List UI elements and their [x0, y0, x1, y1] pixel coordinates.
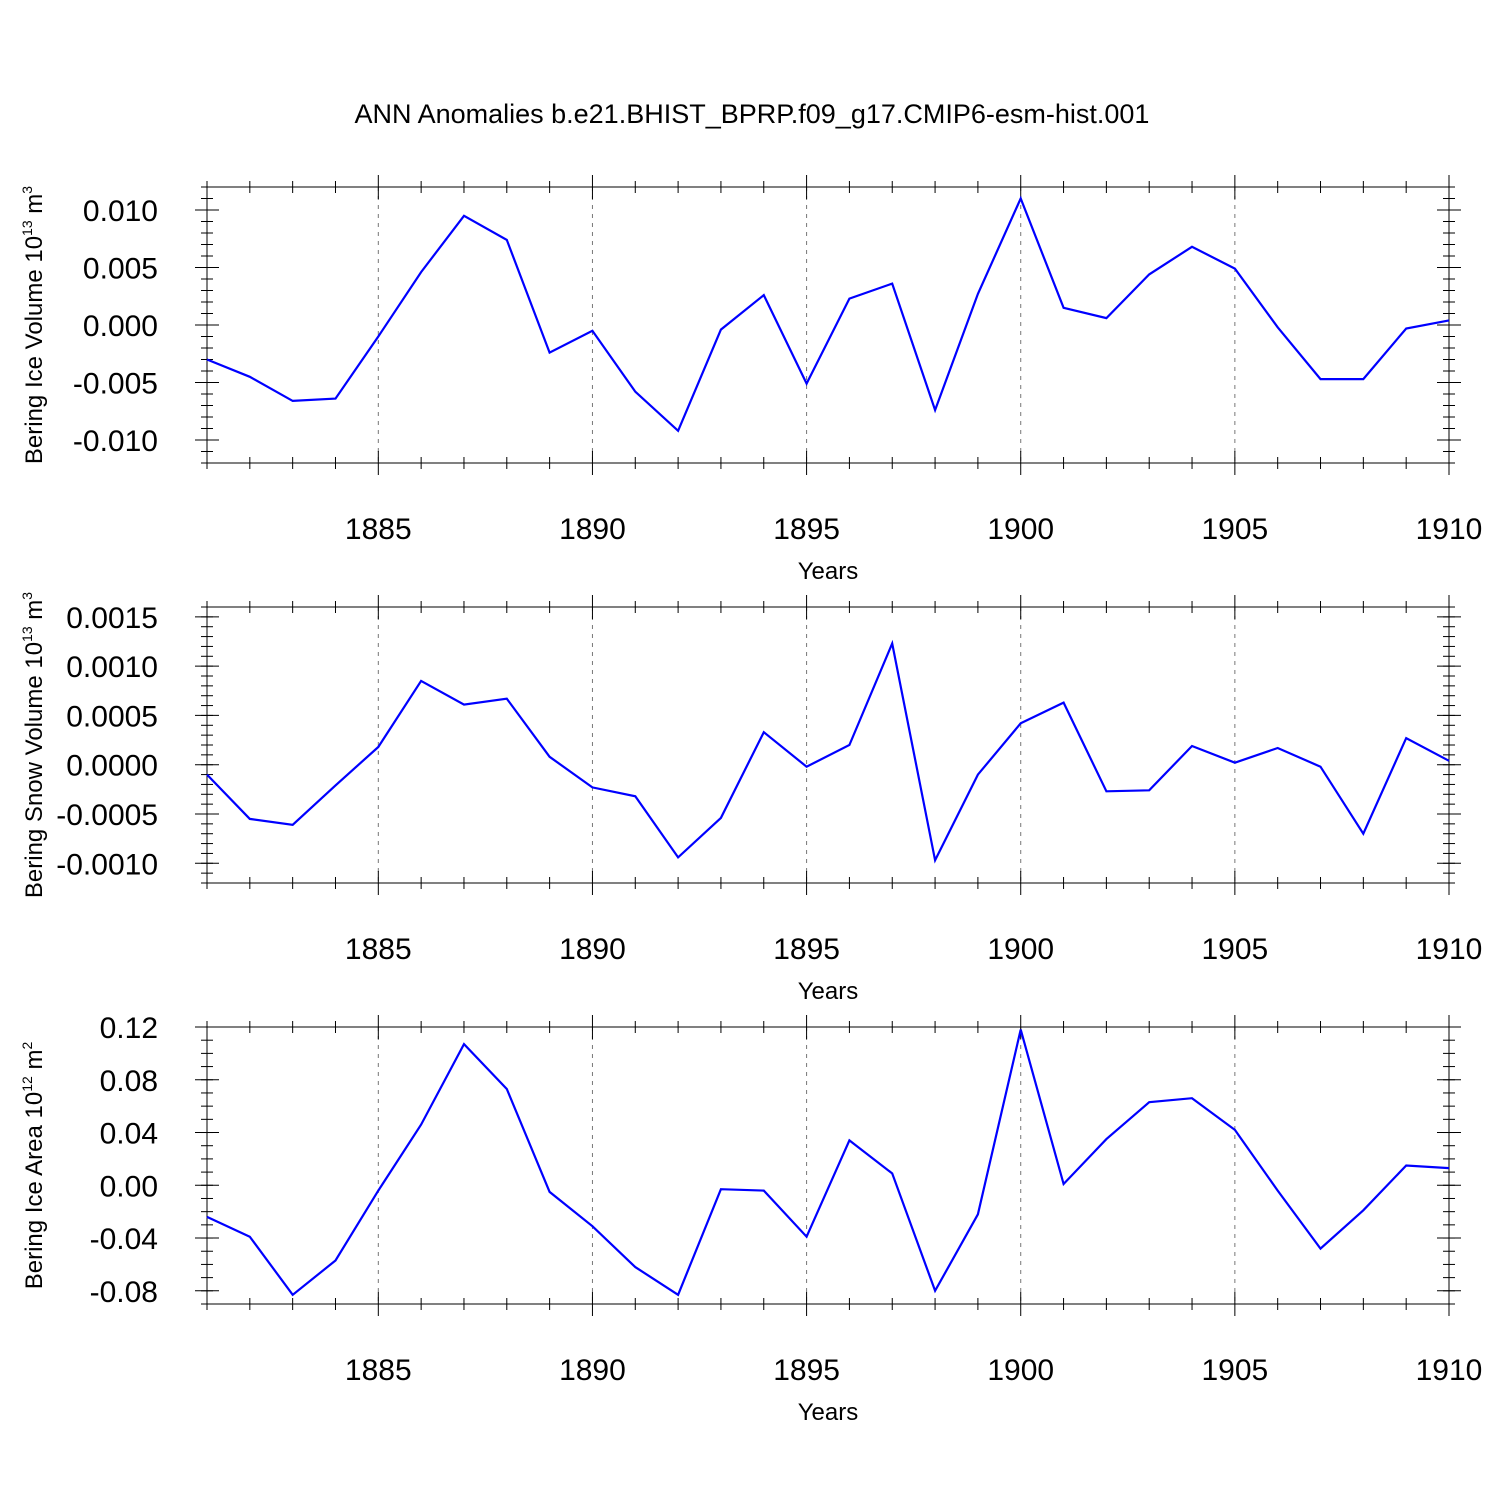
y-axis-title-exponent: 13	[19, 626, 35, 642]
y-tick-label: 0.04	[100, 1118, 158, 1151]
x-axis-title: Years	[798, 558, 859, 585]
x-tick-label: 1910	[1416, 933, 1483, 966]
y-tick-label: 0.005	[83, 253, 158, 286]
panel-2: -0.0010 -0.0005 0.0000 0.0005 0.0010 0.0015 18…	[19, 592, 1482, 1005]
y-axis-title-unit: m	[21, 194, 48, 221]
y-tick-label: 0.0010	[66, 651, 158, 684]
y-axis-title: Bering Ice Area 1012 m2	[19, 1042, 48, 1290]
y-axis-title-unit: m	[21, 600, 48, 627]
x-tick-label: 1890	[559, 1354, 626, 1387]
panels: -0.010 -0.005 0.000 0.005 0.010 1885 1890 1895 1…	[19, 175, 1482, 1426]
y-axis-title-exponent: 13	[19, 220, 35, 236]
y-axis-title-text: Bering Ice Volume 10	[21, 236, 48, 464]
figure-title: ANN Anomalies b.e21.BHIST_BPRP.f09_g17.C…	[355, 99, 1150, 129]
x-tick-label: 1890	[559, 513, 626, 546]
x-tick-label: 1910	[1416, 1354, 1483, 1387]
x-tick-label: 1900	[987, 1354, 1054, 1387]
y-tick-label: 0.000	[83, 310, 158, 343]
y-axis-title: Bering Ice Volume 1013 m3	[19, 186, 48, 464]
x-axis-title: Years	[798, 978, 859, 1005]
y-tick-label: -0.0005	[56, 799, 158, 832]
y-tick-label: -0.005	[73, 368, 158, 401]
x-tick-label: 1895	[773, 513, 840, 546]
y-tick-label: 0.0005	[66, 700, 158, 733]
y-tick-label: -0.04	[90, 1223, 158, 1256]
y-axis-title-unit-exponent: 3	[19, 592, 35, 600]
y-axis-title-text: Bering Ice Area 10	[21, 1092, 48, 1289]
y-axis-title-exponent: 12	[19, 1076, 35, 1092]
y-tick-label: 0.00	[100, 1170, 158, 1203]
y-tick-label: -0.0010	[56, 848, 158, 881]
x-tick-label: 1890	[559, 933, 626, 966]
x-tick-label: 1895	[773, 933, 840, 966]
y-axis-title-unit: m	[21, 1050, 48, 1077]
x-tick-label: 1900	[987, 513, 1054, 546]
x-tick-label: 1885	[345, 513, 412, 546]
x-tick-label: 1885	[345, 1354, 412, 1387]
series-line	[206, 1029, 1450, 1297]
y-axis-title-unit-exponent: 3	[19, 186, 35, 194]
panel-3: -0.08 -0.04 0.00 0.04 0.08 0.12 1885 1890 1895 19…	[19, 1012, 1482, 1426]
series-line	[206, 195, 1450, 433]
y-tick-label: -0.08	[90, 1276, 158, 1309]
series-line	[206, 639, 1450, 864]
y-tick-label: -0.010	[73, 425, 158, 458]
x-axis-title: Years	[798, 1399, 859, 1426]
x-tick-label: 1895	[773, 1354, 840, 1387]
y-tick-label: 0.08	[100, 1065, 158, 1098]
x-tick-label: 1905	[1201, 513, 1268, 546]
y-axis-title-unit-exponent: 2	[19, 1042, 35, 1050]
y-tick-label: 0.12	[100, 1012, 158, 1045]
x-tick-label: 1905	[1201, 933, 1268, 966]
plot-frame	[206, 1026, 1450, 1305]
x-tick-label: 1885	[345, 933, 412, 966]
x-tick-label: 1910	[1416, 513, 1483, 546]
y-tick-label: 0.010	[83, 195, 158, 228]
y-tick-label: 0.0015	[66, 602, 158, 635]
y-axis-title: Bering Snow Volume 1013 m3	[19, 592, 48, 898]
y-axis-title-text: Bering Snow Volume 10	[21, 642, 48, 898]
x-tick-label: 1900	[987, 933, 1054, 966]
panel-1: -0.010 -0.005 0.000 0.005 0.010 1885 1890 1895 1…	[19, 175, 1482, 585]
x-tick-label: 1905	[1201, 1354, 1268, 1387]
y-tick-label: 0.0000	[66, 750, 158, 783]
